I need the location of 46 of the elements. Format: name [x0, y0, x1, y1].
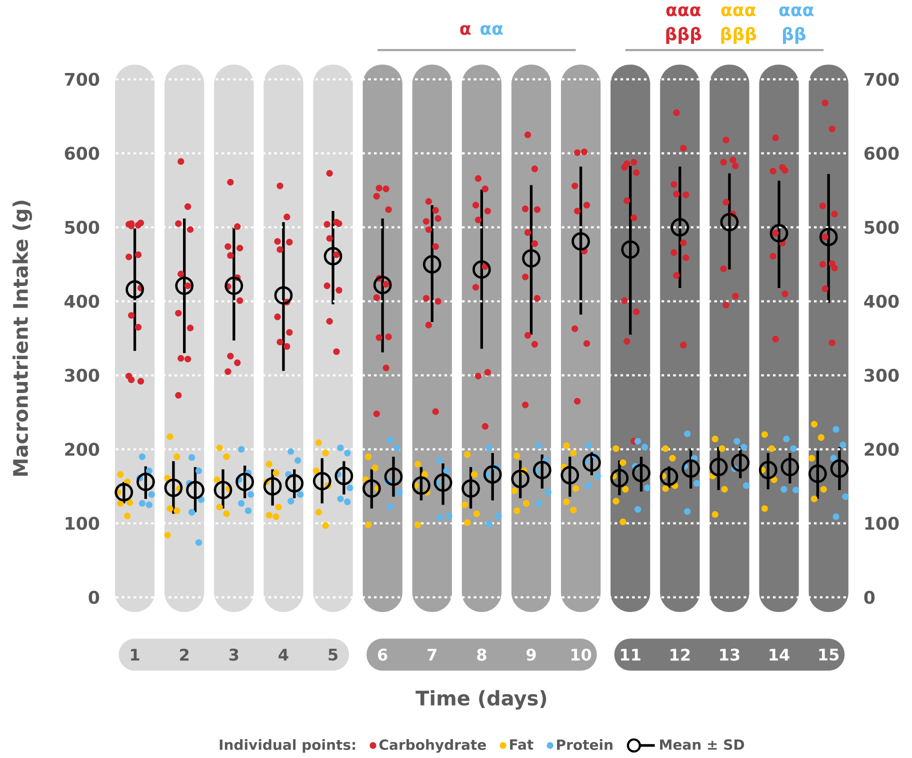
- x-tick-label: 5: [328, 648, 338, 661]
- y-tick-label: 300: [64, 368, 100, 382]
- y2-tick-label: 200: [864, 442, 899, 456]
- y-tick-label: 100: [66, 516, 100, 530]
- legend-label: Protein: [557, 739, 612, 750]
- legend-label: Fat: [510, 739, 534, 750]
- x-tick-label: 14: [770, 648, 790, 660]
- y-tick-label: 400: [64, 294, 100, 308]
- text: ααα: [666, 6, 701, 16]
- x-tick-label: 6: [378, 648, 388, 661]
- x-tick-label: 7: [428, 648, 436, 660]
- x-tick-label: 13: [720, 648, 740, 661]
- x-tick-label: 2: [180, 648, 189, 661]
- y-axis-title: Macronutrient Intake (g): [12, 200, 32, 476]
- text: ββ: [782, 26, 806, 44]
- y-tick-label: 700: [64, 72, 100, 86]
- x-tick-label: 10: [571, 648, 592, 661]
- y2-tick-label: 100: [865, 516, 899, 530]
- x-tick-label: 11: [621, 648, 640, 660]
- x-tick-label: 9: [526, 648, 536, 661]
- y2-tick-label: 600: [864, 146, 899, 160]
- x-tick-label: 8: [477, 648, 486, 661]
- y2-tick-label: 0: [864, 590, 875, 604]
- legend-title: Individual points:: [220, 739, 356, 753]
- text: βββ: [721, 26, 756, 44]
- y-tick-label: 0: [88, 590, 100, 604]
- y-tick-label: 200: [65, 442, 100, 456]
- legend-label: Carbohydrate: [379, 739, 486, 753]
- x-tick-label: 3: [229, 648, 238, 661]
- x-tick-label: 12: [670, 648, 690, 661]
- y2-tick-label: 700: [864, 72, 899, 86]
- text: ααα: [721, 6, 756, 16]
- y-tick-label: 500: [65, 220, 100, 234]
- x-tick-label: 15: [819, 648, 839, 661]
- y-tick-label: 600: [64, 146, 100, 160]
- x-tick-label: 4: [278, 648, 288, 660]
- text: α: [460, 25, 471, 35]
- legend-label: Mean ± SD: [660, 739, 744, 750]
- y2-tick-label: 300: [864, 368, 899, 382]
- y2-tick-label: 500: [864, 220, 899, 234]
- x-tick-label: 1: [131, 648, 140, 660]
- x-axis-title: Time (days): [416, 690, 546, 710]
- text: αα: [480, 25, 503, 35]
- text: βββ: [666, 26, 702, 44]
- y2-tick-label: 400: [864, 294, 899, 308]
- text: ααα: [779, 6, 814, 16]
